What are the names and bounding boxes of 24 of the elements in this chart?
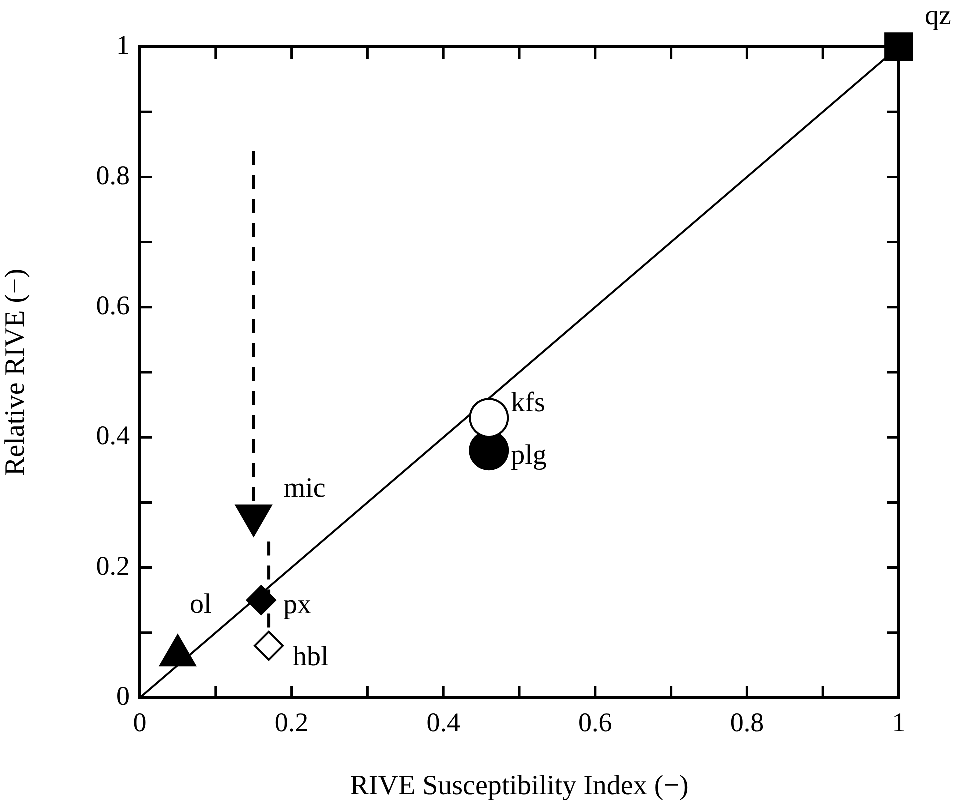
x-tick-label: 0.2 xyxy=(274,707,309,738)
series-label: hbl xyxy=(293,641,330,672)
x-tick-label: 1 xyxy=(892,707,906,738)
x-axis-title: RIVE Susceptibility Index (−) xyxy=(350,770,689,802)
series-label: px xyxy=(283,590,312,621)
series-label: qz xyxy=(925,0,952,32)
x-tick-label: 0.4 xyxy=(426,707,461,738)
point xyxy=(469,398,510,438)
series-label: plg xyxy=(511,440,547,471)
y-tick-label: 0.4 xyxy=(96,420,130,451)
series-label: kfs xyxy=(511,387,546,418)
point xyxy=(254,630,284,661)
y-tick-label: 0.6 xyxy=(96,290,130,320)
y-tick-label: 0.2 xyxy=(96,550,130,581)
y-tick-label: 0 xyxy=(116,681,130,712)
series-label: mic xyxy=(284,473,326,504)
point xyxy=(884,32,914,62)
x-tick-label: 0.6 xyxy=(578,707,612,738)
y-axis-title: Relative RIVE (−) xyxy=(0,268,32,476)
y-tick-label: 1 xyxy=(116,30,130,60)
y-tick-label: 0.8 xyxy=(96,160,130,190)
point xyxy=(246,585,276,616)
series-label: ol xyxy=(190,589,212,620)
x-tick-label: 0.8 xyxy=(730,707,764,738)
